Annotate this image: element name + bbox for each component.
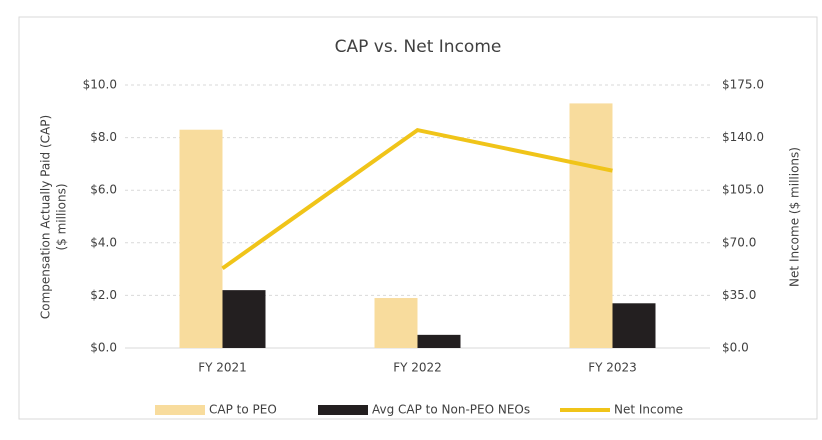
legend-swatch (318, 405, 368, 415)
bar (222, 290, 266, 348)
y-tick-label: $4.0 (90, 235, 117, 249)
legend-swatch (155, 405, 205, 415)
y2-tick-label: $0.0 (722, 341, 749, 355)
y2-tick-label: $140.0 (722, 130, 764, 144)
bar (417, 334, 461, 348)
y2-tick-label: $35.0 (722, 288, 756, 302)
y-tick-label: $8.0 (90, 130, 117, 144)
y-tick-label: $6.0 (90, 183, 117, 197)
legend-label: CAP to PEO (209, 403, 277, 417)
bar (179, 129, 223, 348)
bar (569, 103, 613, 348)
x-tick-label: FY 2021 (198, 361, 247, 375)
chart-title: CAP vs. Net Income (335, 37, 502, 57)
bar (612, 303, 656, 348)
legend-label: Net Income (614, 403, 683, 417)
y2-axis-label: Net Income ($ millions) (788, 147, 802, 287)
chart-border (18, 16, 818, 420)
y2-tick-label: $175.0 (722, 78, 764, 92)
legend-label: Avg CAP to Non-PEO NEOs (372, 403, 530, 417)
x-tick-label: FY 2022 (393, 361, 442, 375)
bar (374, 298, 418, 348)
y2-tick-label: $105.0 (722, 183, 764, 197)
x-tick-label: FY 2023 (588, 361, 637, 375)
y2-tick-label: $70.0 (722, 235, 756, 249)
line (221, 127, 613, 270)
y-axis-label: Compensation Actually Paid (CAP) (39, 115, 53, 319)
y-axis-label: ($ millions) (55, 183, 69, 250)
y-tick-label: $10.0 (83, 78, 117, 92)
y-tick-label: $0.0 (90, 341, 117, 355)
y-tick-label: $2.0 (90, 288, 117, 302)
